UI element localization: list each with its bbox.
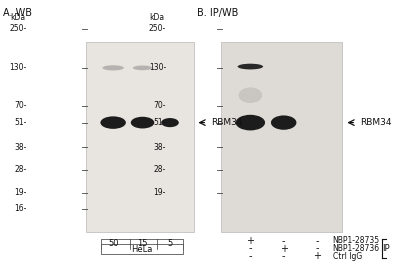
Text: Ctrl IgG: Ctrl IgG (333, 252, 362, 261)
Text: kDa: kDa (10, 12, 25, 22)
Text: A. WB: A. WB (3, 8, 32, 18)
Text: 50: 50 (108, 239, 118, 248)
Text: NBP1-28735: NBP1-28735 (333, 236, 380, 245)
Ellipse shape (236, 115, 265, 130)
Text: 250-: 250- (10, 24, 27, 33)
Ellipse shape (133, 65, 152, 70)
Text: +: + (313, 251, 321, 261)
Text: -: - (315, 243, 319, 253)
Text: RBM34: RBM34 (211, 118, 243, 127)
Text: -: - (249, 243, 252, 253)
Text: kDa: kDa (149, 12, 164, 22)
Text: 130-: 130- (10, 63, 27, 72)
Text: NBP1-28736: NBP1-28736 (333, 244, 380, 253)
Text: IP: IP (382, 244, 390, 253)
Text: 5: 5 (167, 239, 173, 248)
Text: B. IP/WB: B. IP/WB (198, 8, 239, 18)
Text: 28-: 28- (15, 165, 27, 174)
Text: -: - (315, 236, 319, 246)
Bar (86, 42, 194, 232)
Text: 130-: 130- (149, 63, 166, 72)
Text: 51-: 51- (154, 118, 166, 127)
Text: RBM34: RBM34 (360, 118, 392, 127)
Text: +: + (280, 243, 288, 253)
Text: -: - (249, 251, 252, 261)
Text: 16-: 16- (14, 204, 27, 213)
Text: -: - (282, 236, 286, 246)
Text: 70-: 70- (154, 101, 166, 110)
Text: 28-: 28- (154, 165, 166, 174)
Text: 51-: 51- (14, 118, 27, 127)
Ellipse shape (100, 116, 126, 129)
Ellipse shape (161, 118, 179, 127)
Ellipse shape (238, 64, 263, 69)
Text: HeLa: HeLa (131, 245, 152, 254)
Text: 19-: 19- (154, 188, 166, 197)
Ellipse shape (131, 117, 154, 129)
Bar (100, 244, 182, 254)
Ellipse shape (102, 65, 124, 70)
Text: 38-: 38- (14, 143, 27, 152)
Bar (221, 42, 342, 232)
Text: 15: 15 (137, 239, 148, 248)
Text: 70-: 70- (14, 101, 27, 110)
Text: +: + (246, 236, 254, 246)
Bar (100, 239, 182, 248)
Text: 19-: 19- (14, 188, 27, 197)
Text: 250-: 250- (149, 24, 166, 33)
Ellipse shape (238, 87, 262, 103)
Ellipse shape (271, 115, 296, 130)
Text: 38-: 38- (154, 143, 166, 152)
Text: -: - (282, 251, 286, 261)
